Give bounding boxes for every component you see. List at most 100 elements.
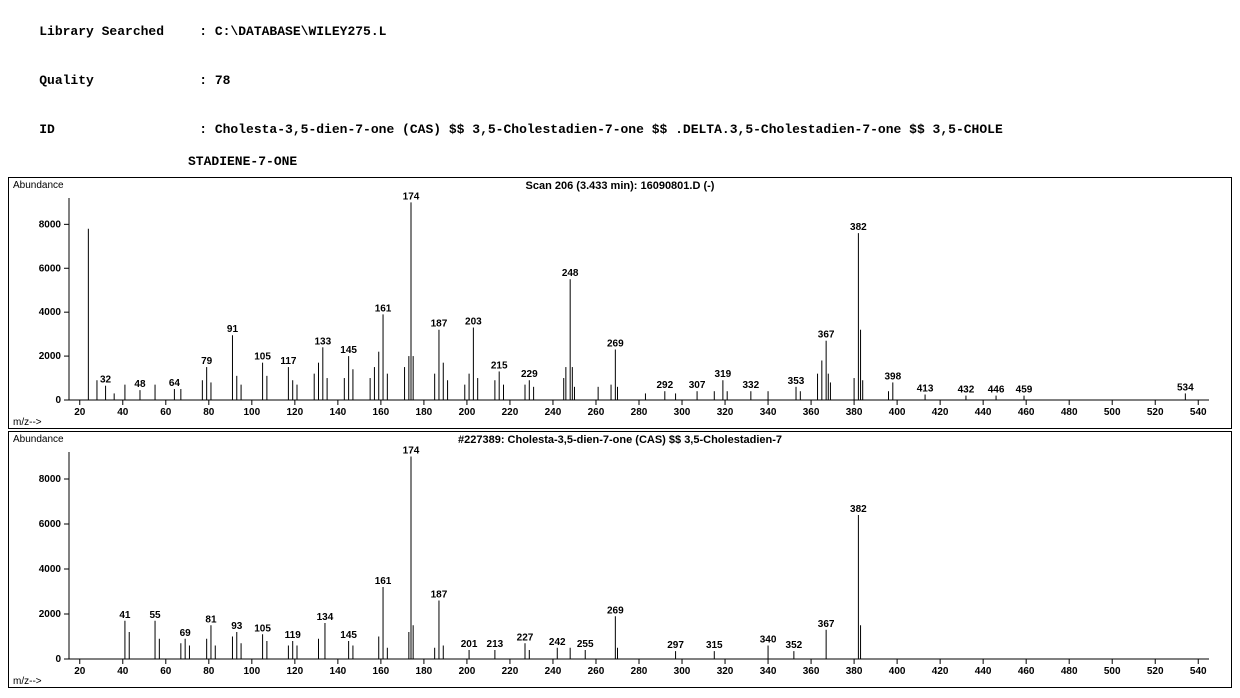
svg-text:220: 220 (502, 666, 519, 677)
svg-text:133: 133 (314, 336, 331, 347)
svg-text:413: 413 (917, 383, 934, 394)
svg-text:134: 134 (317, 612, 334, 623)
svg-text:320: 320 (717, 407, 734, 418)
svg-text:200: 200 (459, 407, 476, 418)
svg-text:480: 480 (1061, 407, 1078, 418)
svg-text:145: 145 (340, 630, 357, 641)
svg-text:269: 269 (607, 605, 624, 616)
svg-text:201: 201 (461, 639, 478, 650)
svg-text:20: 20 (74, 666, 86, 677)
svg-text:446: 446 (988, 384, 1005, 395)
library-val: C:\DATABASE\WILEY275.L (215, 24, 387, 39)
svg-text:80: 80 (203, 407, 215, 418)
svg-text:40: 40 (117, 407, 129, 418)
svg-text:240: 240 (545, 407, 562, 418)
svg-text:4000: 4000 (39, 307, 62, 318)
svg-text:269: 269 (607, 338, 624, 349)
y-axis-label-bottom: Abundance (13, 434, 64, 445)
svg-text:340: 340 (760, 407, 777, 418)
x-axis-label-bottom: m/z--> (13, 676, 42, 687)
id-key: ID (39, 122, 199, 138)
svg-text:260: 260 (588, 666, 605, 677)
svg-text:367: 367 (818, 618, 835, 629)
svg-text:60: 60 (160, 666, 172, 677)
svg-text:140: 140 (330, 407, 347, 418)
svg-text:64: 64 (169, 378, 181, 389)
svg-text:460: 460 (1018, 407, 1035, 418)
id-val-2: STADIENE-7-ONE (8, 154, 1232, 170)
svg-text:8000: 8000 (39, 474, 62, 485)
svg-text:320: 320 (717, 666, 734, 677)
svg-text:200: 200 (459, 666, 476, 677)
svg-text:174: 174 (403, 445, 420, 456)
quality-val: 78 (215, 73, 231, 88)
svg-text:382: 382 (850, 222, 867, 233)
svg-text:4000: 4000 (39, 564, 62, 575)
y-axis-label-top: Abundance (13, 180, 64, 191)
svg-text:220: 220 (502, 407, 519, 418)
svg-text:380: 380 (846, 666, 863, 677)
svg-text:32: 32 (100, 374, 112, 385)
svg-text:367: 367 (818, 329, 835, 340)
svg-text:140: 140 (330, 666, 347, 677)
svg-text:500: 500 (1104, 407, 1121, 418)
svg-text:120: 120 (287, 666, 304, 677)
svg-text:255: 255 (577, 639, 594, 650)
quality-key: Quality (39, 73, 199, 89)
svg-text:119: 119 (285, 630, 302, 641)
svg-text:540: 540 (1190, 666, 1207, 677)
svg-text:398: 398 (884, 371, 901, 382)
svg-text:360: 360 (803, 666, 820, 677)
svg-text:420: 420 (932, 407, 949, 418)
header-id: ID: Cholesta-3,5-dien-7-one (CAS) $$ 3,5… (8, 106, 1232, 155)
svg-text:41: 41 (119, 609, 131, 620)
svg-text:100: 100 (243, 407, 260, 418)
svg-text:80: 80 (203, 666, 215, 677)
svg-text:459: 459 (1016, 384, 1033, 395)
svg-text:332: 332 (743, 380, 760, 391)
svg-text:400: 400 (889, 407, 906, 418)
svg-text:60: 60 (160, 407, 172, 418)
svg-text:6000: 6000 (39, 263, 62, 274)
svg-text:300: 300 (674, 666, 691, 677)
svg-text:240: 240 (545, 666, 562, 677)
svg-text:20: 20 (74, 407, 86, 418)
svg-text:203: 203 (465, 316, 482, 327)
svg-text:48: 48 (134, 379, 146, 390)
svg-text:520: 520 (1147, 666, 1164, 677)
charts-container: Abundance Scan 206 (3.433 min): 16090801… (8, 177, 1232, 688)
svg-text:187: 187 (431, 589, 448, 600)
svg-text:160: 160 (373, 407, 390, 418)
svg-text:105: 105 (254, 351, 271, 362)
chart-title-bottom: #227389: Cholesta-3,5-dien-7-one (CAS) $… (458, 434, 782, 446)
svg-text:2000: 2000 (39, 351, 62, 362)
header-block: Library Searched: C:\DATABASE\WILEY275.L… (8, 8, 1232, 171)
svg-text:360: 360 (803, 407, 820, 418)
svg-text:81: 81 (205, 614, 217, 625)
svg-text:420: 420 (932, 666, 949, 677)
svg-text:213: 213 (487, 639, 504, 650)
svg-text:248: 248 (562, 268, 579, 279)
svg-text:297: 297 (667, 640, 684, 651)
svg-text:8000: 8000 (39, 219, 62, 230)
svg-text:93: 93 (231, 621, 243, 632)
svg-text:280: 280 (631, 666, 648, 677)
svg-text:500: 500 (1104, 666, 1121, 677)
svg-text:440: 440 (975, 407, 992, 418)
svg-text:91: 91 (227, 324, 239, 335)
spectrum-svg-top: 0200040006000800020406080100120140160180… (9, 178, 1219, 428)
svg-text:300: 300 (674, 407, 691, 418)
spectrum-svg-bottom: 0200040006000800020406080100120140160180… (9, 432, 1219, 687)
svg-text:229: 229 (521, 369, 538, 380)
svg-text:40: 40 (117, 666, 129, 677)
svg-text:2000: 2000 (39, 609, 62, 620)
svg-text:380: 380 (846, 407, 863, 418)
svg-text:180: 180 (416, 666, 433, 677)
svg-text:0: 0 (55, 395, 61, 406)
svg-text:480: 480 (1061, 666, 1078, 677)
library-key: Library Searched (39, 24, 199, 40)
svg-text:440: 440 (975, 666, 992, 677)
svg-text:260: 260 (588, 407, 605, 418)
spectrum-chart-top: Abundance Scan 206 (3.433 min): 16090801… (8, 177, 1232, 429)
svg-text:79: 79 (201, 356, 213, 367)
